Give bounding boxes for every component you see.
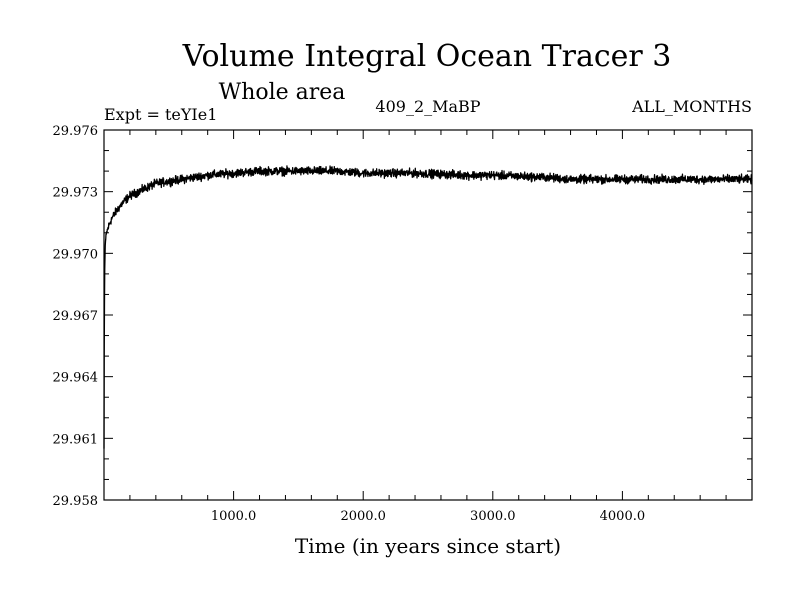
y-tick-label: 29.970	[53, 247, 99, 262]
axis-ticks	[104, 129, 752, 501]
series-line	[103, 165, 753, 449]
y-tick-label: 29.967	[53, 309, 99, 324]
x-axis-label: Time (in years since start)	[295, 534, 561, 558]
experiment-label: Expt = teYIe1	[104, 105, 217, 124]
x-tick-label: 1000.0	[211, 509, 257, 524]
y-tick-label: 29.976	[53, 124, 99, 139]
x-tick-label: 3000.0	[470, 509, 516, 524]
x-tick-labels: 1000.0 2000.0 3000.0 4000.0	[211, 509, 645, 524]
run-label: 409_2_MaBP	[375, 97, 480, 116]
series-group	[103, 165, 753, 449]
y-tick-label: 29.973	[53, 186, 99, 201]
y-tick-label: 29.958	[53, 494, 99, 509]
months-label: ALL_MONTHS	[631, 97, 752, 116]
x-tick-label: 4000.0	[600, 509, 646, 524]
y-tick-labels: 29.958 29.961 29.964 29.967 29.970 29.973 29.9…	[53, 124, 99, 509]
x-tick-label: 2000.0	[340, 509, 386, 524]
y-tick-label: 29.964	[53, 371, 99, 386]
y-tick-label: 29.961	[53, 432, 99, 447]
chart-subtitle: Whole area	[219, 80, 346, 105]
chart-title: Volume Integral Ocean Tracer 3	[182, 39, 672, 74]
plot-frame	[103, 129, 753, 501]
